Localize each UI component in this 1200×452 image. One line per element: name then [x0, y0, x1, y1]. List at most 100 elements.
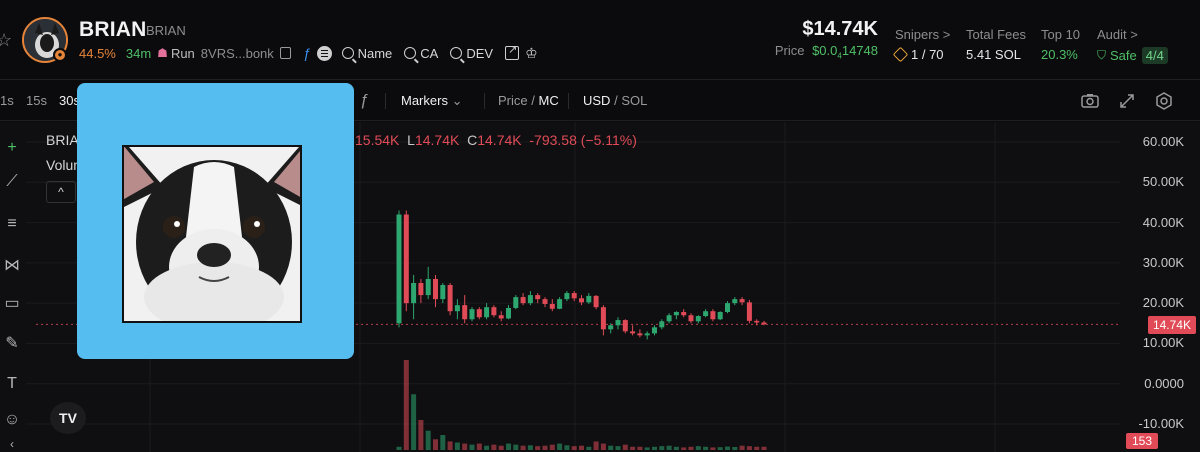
volume-bar	[557, 443, 563, 450]
volume-bar	[644, 447, 650, 450]
measure-icon[interactable]: ▭	[4, 295, 20, 312]
volume-bar	[579, 445, 584, 450]
current-price-tag: 14.74K	[1147, 316, 1196, 334]
platform-badge-icon: ●	[53, 48, 67, 62]
candle-body	[571, 293, 577, 299]
ohlc-readout: 15.54K L14.74K C14.74K -793.58 (−5.11%)	[355, 132, 637, 148]
token-name: BRIAN	[79, 18, 147, 41]
emoji-icon[interactable]: ☺	[3, 411, 21, 428]
token-subrow: 44.5% 34m ☗ Run 8VRS...bonk ƒ Name CA DE…	[79, 43, 538, 62]
volume-bar	[476, 443, 482, 450]
indicators-icon[interactable]: ƒ	[359, 92, 369, 109]
candle-body	[513, 297, 519, 308]
volume-bar	[666, 445, 672, 450]
volume-bar	[491, 444, 497, 450]
snipers-value: 1 / 70	[911, 47, 944, 62]
slash: /	[531, 93, 535, 108]
collapse-sidebar-icon[interactable]: ‹	[10, 437, 14, 451]
feather-icon[interactable]: ƒ	[302, 45, 311, 61]
candle-body	[666, 315, 672, 322]
y-tick-label: 40.00K	[1142, 214, 1184, 230]
copy-icon[interactable]	[279, 47, 291, 59]
candle-body	[622, 320, 628, 332]
token-header: ☆ ● BRIAN BRIAN 44.5% 34m ☗ Run 8VRS...b…	[0, 0, 1200, 80]
search-dev-label: DEV	[466, 45, 494, 61]
volume-bar	[462, 443, 468, 450]
favorite-star-icon[interactable]: ☆	[0, 30, 13, 50]
markers-dropdown[interactable]: Markers ⌄	[401, 93, 462, 109]
interval-15s[interactable]: 15s	[26, 93, 47, 108]
volume-bar	[549, 444, 555, 450]
y-tick-label: 30.00K	[1142, 254, 1184, 270]
interval-30s[interactable]: 30s	[59, 93, 80, 108]
ohlc-low: 14.74K	[414, 132, 460, 148]
trendline-icon[interactable]: ⟋	[6, 173, 18, 190]
fib-lines-icon[interactable]: ≡	[7, 215, 17, 232]
volume-bar	[746, 446, 752, 450]
volume-bar	[732, 447, 738, 450]
volume-bar	[725, 446, 730, 450]
volume-bar	[615, 446, 621, 450]
y-tick-label: 10.00K	[1142, 335, 1184, 351]
volume-bar	[673, 446, 679, 450]
price-toggle-label: Price	[498, 93, 528, 108]
brush-icon[interactable]: ✎	[5, 335, 19, 352]
pattern-icon[interactable]: ⋈	[4, 257, 20, 274]
candle-body	[630, 331, 636, 334]
dog-avatar-image	[24, 19, 66, 61]
candle-body	[644, 333, 650, 336]
contract-address[interactable]: 8VRS...bonk	[200, 45, 274, 61]
candle-body	[418, 283, 424, 296]
candle-body	[710, 311, 716, 320]
search-name-link[interactable]: Name	[341, 46, 392, 61]
total-fees-label: Total Fees	[966, 27, 1026, 42]
candle-body	[673, 312, 679, 316]
interval-1s[interactable]: 1s	[0, 93, 14, 108]
ohlc-change: -793.58 (−5.11%)	[529, 132, 637, 148]
dog-photo-frame	[122, 145, 302, 323]
usd-label: USD	[583, 93, 611, 108]
candle-body	[535, 295, 541, 300]
volume-bar	[630, 446, 636, 450]
audit-stat[interactable]: Audit > ⛉ Safe 4/4	[1097, 27, 1168, 64]
currency-toggle[interactable]: USD / SOL	[583, 93, 647, 108]
volume-bar	[710, 447, 716, 450]
total-fees-stat: Total Fees 5.41 SOL	[966, 27, 1026, 62]
candle-body	[659, 321, 665, 328]
settings-icon[interactable]	[1154, 91, 1174, 111]
volume-bar	[761, 446, 767, 450]
audit-value-row: ⛉ Safe 4/4	[1097, 47, 1168, 64]
token-avatar[interactable]	[22, 17, 68, 63]
candle-body	[447, 285, 453, 312]
volume-bar	[433, 439, 438, 450]
collapse-legend-button[interactable]: ^	[46, 181, 76, 203]
volume-bar	[411, 394, 417, 450]
crown-icon[interactable]: ♔	[525, 44, 538, 61]
tradingview-logo[interactable]: TV	[50, 402, 86, 434]
toolbar-divider	[484, 93, 485, 109]
sol-label: SOL	[621, 93, 648, 108]
search-dev-link[interactable]: DEV	[450, 46, 493, 61]
price-mc-toggle[interactable]: Price / MC	[498, 93, 559, 108]
volume-bar	[542, 445, 548, 450]
external-link-icon[interactable]	[505, 43, 520, 60]
volume-bar	[440, 435, 446, 450]
snipers-stat[interactable]: Snipers > 1 / 70	[892, 27, 950, 63]
candle-body	[542, 299, 548, 304]
camera-icon[interactable]	[1080, 91, 1100, 111]
volume-bar	[425, 430, 431, 450]
crosshair-icon[interactable]: +	[7, 139, 17, 156]
candle-body	[564, 293, 570, 300]
text-tool-icon[interactable]: T	[7, 375, 17, 392]
candle-body	[433, 278, 438, 300]
list-icon[interactable]	[316, 45, 332, 61]
top10-value: 20.3%	[1041, 47, 1078, 62]
current-volume-tag: 153	[1125, 433, 1158, 449]
candle-body	[717, 312, 723, 320]
fullscreen-icon[interactable]	[1117, 91, 1137, 111]
mc-toggle-label: MC	[538, 93, 559, 108]
change-percent: 44.5%	[79, 45, 116, 61]
search-ca-link[interactable]: CA	[404, 46, 438, 61]
audit-label: Audit >	[1097, 27, 1138, 42]
volume-bar	[418, 420, 424, 450]
